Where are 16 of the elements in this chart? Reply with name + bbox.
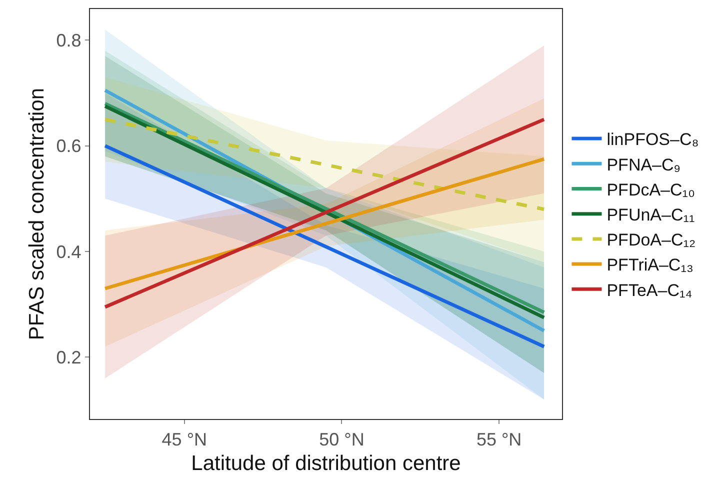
y-tick-label: 0.8 [56,30,82,50]
legend-label: PFTeA–C₁₄ [606,280,692,300]
y-tick-label: 0.2 [56,347,82,368]
x-tick-label: 45 °N [162,430,208,450]
x-axis-title: Latitude of distribution centre [191,452,461,475]
x-tick-label: 55 °N [476,430,522,450]
legend-label: PFNA–C₉ [606,155,681,174]
y-axis-title: PFAS scaled concentration [25,88,48,340]
y-tick-label: 0.4 [56,242,82,262]
legend-label: PFUnA–C₁₁ [606,205,695,224]
y-tick-label: 0.6 [56,136,82,156]
legend-label: linPFOS–C₈ [606,130,699,150]
legend-label: PFTriA–C₁₃ [606,256,694,275]
legend-label: PFDoA–C₁₂ [606,230,696,250]
x-tick-label: 50 °N [319,430,364,450]
legend-label: PFDcA–C₁₀ [606,180,696,200]
